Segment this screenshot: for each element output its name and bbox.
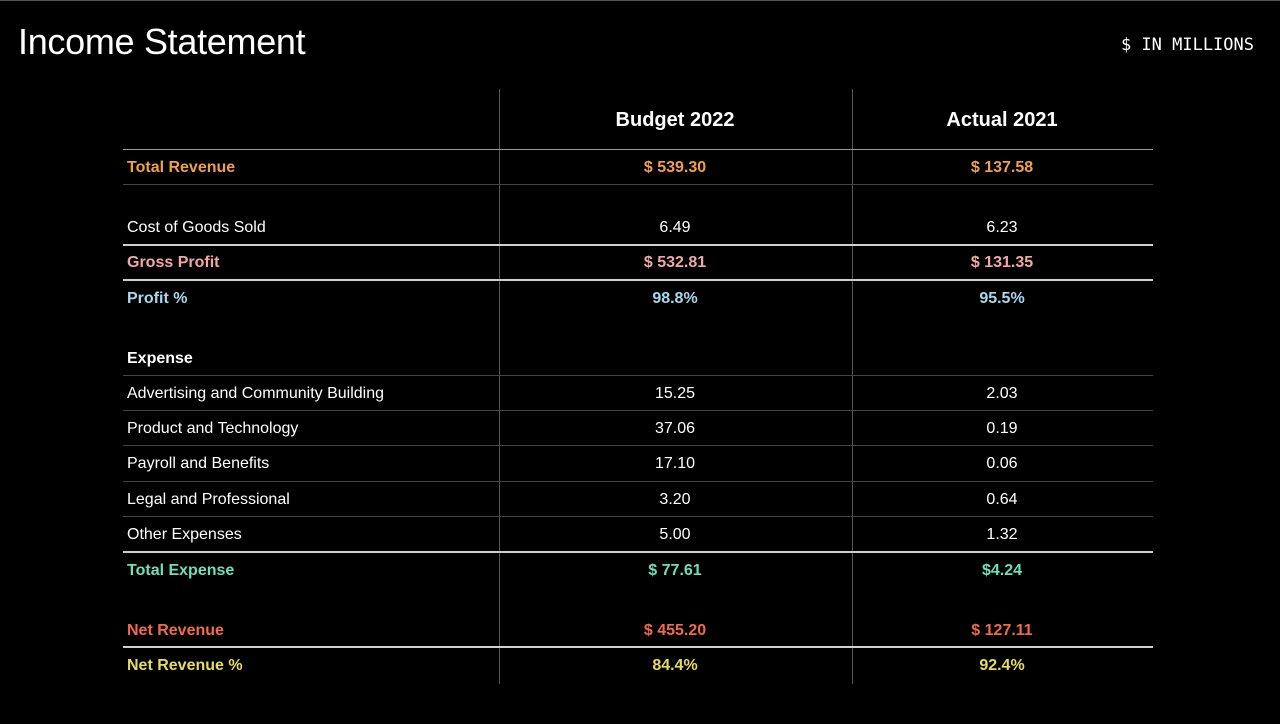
row-label: Advertising and Community Building: [127, 384, 385, 402]
units-label: $ IN MILLIONS: [1120, 35, 1254, 55]
row-divider: [123, 279, 1153, 281]
row-label: Payroll and Benefits: [127, 454, 270, 472]
budget-value: $ 455.20: [643, 621, 707, 639]
section-heading: Expense: [127, 349, 193, 367]
row-divider: [123, 244, 1153, 246]
row-divider: [123, 184, 1153, 185]
actual-value: 0.64: [986, 490, 1018, 508]
actual-value: $4.24: [981, 561, 1023, 579]
budget-value: $ 532.81: [643, 253, 707, 271]
budget-value: 15.25: [654, 384, 696, 402]
row-divider: [123, 481, 1153, 482]
row-legal: Legal and Professional 3.20 0.64: [123, 482, 1153, 517]
row-divider: [123, 410, 1153, 411]
row-divider: [123, 375, 1153, 376]
row-total-expense: Total Expense $ 77.61 $4.24: [123, 553, 1153, 588]
actual-value: $ 127.11: [971, 621, 1033, 639]
row-total-revenue: Total Revenue $ 539.30 $ 137.58: [123, 150, 1153, 185]
header-divider: [123, 149, 1153, 150]
row-advertising: Advertising and Community Building 15.25…: [123, 376, 1153, 411]
table-header: Budget 2022 Actual 2021: [123, 89, 1153, 149]
row-label: Other Expenses: [127, 525, 242, 543]
budget-value: 5.00: [659, 525, 691, 543]
row-other: Other Expenses 5.00 1.32: [123, 517, 1153, 552]
column-header-actual: Actual 2021: [946, 109, 1058, 131]
column-header-budget: Budget 2022: [615, 109, 735, 131]
row-profit-pct: Profit % 98.8% 95.5%: [123, 281, 1153, 316]
column-divider-actual: [852, 89, 853, 684]
actual-value: 0.06: [986, 454, 1018, 472]
actual-value: 6.23: [986, 218, 1018, 236]
row-label: Cost of Goods Sold: [127, 218, 266, 236]
row-gross-profit: Gross Profit $ 532.81 $ 131.35: [123, 245, 1153, 280]
page-title: Income Statement: [18, 21, 306, 62]
row-divider: [123, 646, 1153, 648]
actual-value: 92.4%: [979, 656, 1025, 674]
row-divider: [123, 516, 1153, 517]
row-label: Legal and Professional: [127, 490, 290, 508]
budget-value: $ 539.30: [643, 158, 707, 176]
income-statement-table: Budget 2022 Actual 2021 Total Revenue $ …: [123, 89, 1153, 684]
row-label: Total Revenue: [127, 158, 236, 176]
actual-value: 0.19: [986, 419, 1018, 437]
row-label: Net Revenue %: [127, 656, 243, 674]
budget-value: 6.49: [659, 218, 691, 236]
actual-value: 95.5%: [979, 289, 1025, 307]
row-label: Product and Technology: [127, 419, 299, 437]
row-expense-header: Expense: [123, 341, 1153, 376]
row-divider: [123, 445, 1153, 446]
budget-value: 37.06: [654, 419, 696, 437]
row-payroll: Payroll and Benefits 17.10 0.06: [123, 446, 1153, 481]
row-label: Profit %: [127, 289, 188, 307]
budget-value: 3.20: [659, 490, 691, 508]
row-product: Product and Technology 37.06 0.19: [123, 411, 1153, 446]
row-label: Net Revenue: [127, 621, 224, 639]
budget-value: 84.4%: [652, 656, 698, 674]
actual-value: $ 137.58: [970, 158, 1034, 176]
actual-value: $ 131.35: [970, 253, 1034, 271]
budget-value: 98.8%: [652, 289, 698, 307]
row-label: Total Expense: [127, 561, 235, 579]
row-cogs: Cost of Goods Sold 6.49 6.23: [123, 210, 1153, 245]
row-label: Gross Profit: [127, 253, 220, 271]
budget-value: $ 77.61: [648, 561, 702, 579]
budget-value: 17.10: [654, 454, 696, 472]
row-net-revenue: Net Revenue $ 455.20 $ 127.11: [123, 613, 1153, 648]
row-divider: [123, 551, 1153, 553]
actual-value: 1.32: [986, 525, 1018, 543]
column-divider-budget: [499, 89, 500, 684]
actual-value: 2.03: [986, 384, 1018, 402]
row-net-revenue-pct: Net Revenue % 84.4% 92.4%: [123, 648, 1153, 683]
